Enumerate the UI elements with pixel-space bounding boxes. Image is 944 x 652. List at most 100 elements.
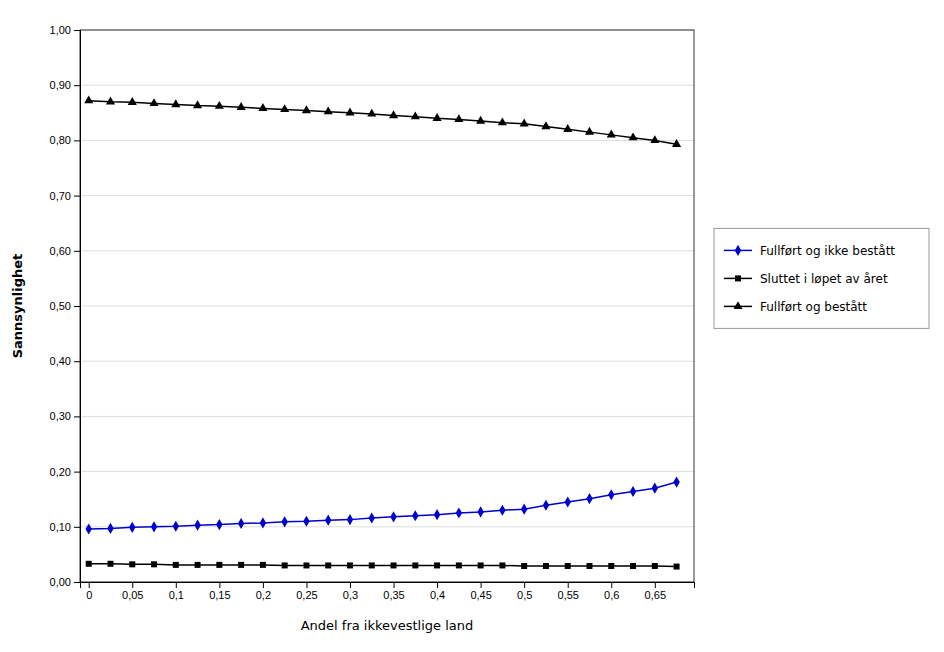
marker xyxy=(521,563,527,569)
x-tick-mark xyxy=(176,582,177,588)
x-tick-label: 0,45 xyxy=(470,589,491,601)
x-axis-title: Andel fra ikkevestlige land xyxy=(301,618,474,633)
marker xyxy=(107,523,113,534)
marker xyxy=(195,562,201,568)
x-tick-mark xyxy=(437,582,438,588)
x-tick-label: 0,4 xyxy=(430,589,445,601)
marker xyxy=(216,519,222,530)
legend-label: Fullført og bestått xyxy=(760,300,867,314)
marker xyxy=(390,511,396,522)
marker xyxy=(630,486,636,497)
x-tick-mark xyxy=(219,582,220,588)
y-tick-mark xyxy=(74,140,80,141)
grid-line xyxy=(80,416,694,417)
x-tick: 0,4 xyxy=(430,582,445,601)
marker xyxy=(86,561,92,567)
series xyxy=(85,477,679,535)
x-tick-mark xyxy=(524,582,525,588)
x-tick-label: 0,2 xyxy=(256,589,271,601)
marker xyxy=(652,483,658,494)
y-axis: 0,000,100,200,300,400,500,600,700,800,90… xyxy=(50,24,81,588)
marker xyxy=(674,564,680,570)
marker xyxy=(650,135,659,143)
y-tick-mark xyxy=(74,85,80,86)
y-tick-label: 1,00 xyxy=(50,24,71,36)
marker xyxy=(498,117,507,125)
x-tick-mark xyxy=(263,582,264,588)
x-tick-mark xyxy=(611,582,612,588)
marker xyxy=(608,489,614,500)
marker xyxy=(520,119,529,127)
marker xyxy=(282,562,288,568)
legend: Fullført og ikke beståttSluttet i løpet … xyxy=(714,228,929,328)
y-tick-label: 0,60 xyxy=(50,245,71,257)
y-tick-mark xyxy=(74,472,80,473)
marker xyxy=(369,512,375,523)
marker xyxy=(216,562,222,568)
x-tick: 0,55 xyxy=(558,582,579,601)
grid-line xyxy=(80,306,694,307)
y-tick-mark xyxy=(74,361,80,362)
x-tick-label: 0,25 xyxy=(296,589,317,601)
marker xyxy=(173,562,179,568)
x-tick: 0,2 xyxy=(256,582,271,601)
series xyxy=(84,95,681,147)
y-tick-label: 0,80 xyxy=(50,134,71,146)
marker xyxy=(607,130,616,138)
y-tick-label: 0,10 xyxy=(50,521,71,533)
x-axis: 00,050,10,150,20,250,30,350,40,450,50,55… xyxy=(81,582,695,601)
y-tick: 0,00 xyxy=(50,576,80,588)
marker xyxy=(391,562,397,568)
marker xyxy=(303,562,309,568)
plot: 00,050,10,150,20,250,30,350,40,450,50,55… xyxy=(10,24,695,633)
x-tick-mark xyxy=(394,582,395,588)
marker xyxy=(280,104,289,112)
marker xyxy=(673,477,679,488)
x-tick: 0 xyxy=(86,582,92,601)
marker xyxy=(499,505,505,516)
marker xyxy=(411,111,420,119)
legend-marker xyxy=(735,275,741,281)
x-tick-label: 0,55 xyxy=(558,589,579,601)
x-tick: 0,45 xyxy=(470,582,491,601)
y-tick-mark xyxy=(74,196,80,197)
x-tick: 0,65 xyxy=(645,582,666,601)
marker xyxy=(608,563,614,569)
marker xyxy=(564,496,570,507)
marker xyxy=(107,561,113,567)
marker xyxy=(478,562,484,568)
y-tick: 0,50 xyxy=(50,300,80,312)
line xyxy=(89,101,677,145)
y-tick-label: 0,50 xyxy=(50,300,71,312)
marker xyxy=(652,563,658,569)
marker xyxy=(85,523,91,534)
marker xyxy=(389,110,398,118)
y-tick: 0,10 xyxy=(50,521,80,533)
marker xyxy=(628,132,637,140)
marker xyxy=(347,562,353,568)
x-tick-label: 0,15 xyxy=(209,589,230,601)
marker xyxy=(454,114,463,122)
marker xyxy=(347,514,353,525)
marker xyxy=(499,562,505,568)
y-tick-mark xyxy=(74,251,80,252)
y-tick: 1,00 xyxy=(50,24,80,36)
x-tick-label: 0,1 xyxy=(169,589,184,601)
marker xyxy=(630,563,636,569)
marker xyxy=(238,562,244,568)
x-tick-label: 0,3 xyxy=(343,589,358,601)
x-tick-mark xyxy=(568,582,569,588)
y-tick-label: 0,00 xyxy=(50,576,71,588)
marker xyxy=(412,562,418,568)
marker xyxy=(238,518,244,529)
grid-line xyxy=(80,471,694,472)
marker xyxy=(237,102,246,110)
x-tick-label: 0,35 xyxy=(383,589,404,601)
marker xyxy=(151,521,157,532)
y-tick-label: 0,90 xyxy=(50,79,71,91)
x-tick: 0,5 xyxy=(517,582,532,601)
marker xyxy=(477,506,483,517)
y-tick-mark xyxy=(74,527,80,528)
marker xyxy=(325,562,331,568)
marker xyxy=(434,562,440,568)
